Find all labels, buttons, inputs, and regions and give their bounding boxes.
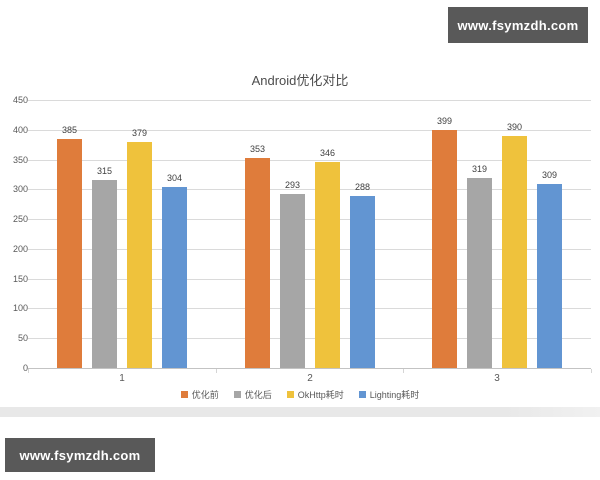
bar bbox=[92, 180, 117, 368]
divider-band bbox=[0, 407, 600, 417]
bar-value-label: 399 bbox=[436, 116, 453, 126]
legend-item: 优化后 bbox=[233, 388, 272, 401]
axis-tick bbox=[403, 369, 404, 373]
watermark-badge-bottom: www.fsymzdh.com bbox=[5, 438, 155, 472]
bar-value-label: 293 bbox=[284, 180, 301, 190]
chart-legend: 优化前 优化后 OkHttp耗时 Lighting耗时 bbox=[0, 388, 600, 401]
y-axis-label: 400 bbox=[12, 125, 28, 135]
gridline bbox=[28, 160, 591, 161]
bar-value-label: 309 bbox=[541, 170, 558, 180]
gridline bbox=[28, 219, 591, 220]
bar bbox=[245, 158, 270, 368]
legend-item: OkHttp耗时 bbox=[286, 388, 344, 401]
axis-tick bbox=[216, 369, 217, 373]
gridline bbox=[28, 100, 591, 101]
y-axis-label: 450 bbox=[12, 95, 28, 105]
y-axis-label: 250 bbox=[12, 214, 28, 224]
legend-label: Lighting耗时 bbox=[369, 390, 420, 400]
bar-value-label: 288 bbox=[354, 182, 371, 192]
gridline bbox=[28, 308, 591, 309]
bar bbox=[57, 139, 82, 368]
legend-swatch bbox=[180, 391, 188, 398]
axis-tick bbox=[28, 369, 29, 373]
legend-item: 优化前 bbox=[180, 388, 219, 401]
bar bbox=[467, 178, 492, 368]
chart-title: Android优化对比 bbox=[251, 73, 349, 88]
bar bbox=[502, 136, 527, 368]
gridline bbox=[28, 189, 591, 190]
bar bbox=[315, 162, 340, 368]
gridline bbox=[28, 249, 591, 250]
x-axis-line bbox=[28, 368, 591, 369]
bar bbox=[162, 187, 187, 368]
legend-label: OkHttp耗时 bbox=[297, 390, 344, 400]
axis-tick bbox=[591, 369, 592, 373]
legend-swatch bbox=[233, 391, 241, 398]
gridline bbox=[28, 130, 591, 131]
bar-value-label: 319 bbox=[471, 164, 488, 174]
y-axis-label: 50 bbox=[17, 333, 28, 343]
bar-value-label: 353 bbox=[249, 144, 266, 154]
bar bbox=[537, 184, 562, 368]
bar-value-label: 315 bbox=[96, 166, 113, 176]
legend-swatch bbox=[286, 391, 294, 398]
x-axis-label: 1 bbox=[119, 373, 125, 384]
legend-item: Lighting耗时 bbox=[358, 388, 420, 401]
x-axis-label: 3 bbox=[494, 373, 500, 384]
bar bbox=[280, 194, 305, 368]
y-axis-label: 0 bbox=[22, 363, 28, 373]
y-axis-label: 200 bbox=[12, 244, 28, 254]
legend-label: 优化后 bbox=[244, 390, 272, 400]
gridline bbox=[28, 279, 591, 280]
bar-value-label: 379 bbox=[131, 128, 148, 138]
gridline bbox=[28, 338, 591, 339]
bar bbox=[127, 142, 152, 368]
bar bbox=[432, 130, 457, 368]
legend-swatch bbox=[358, 391, 366, 398]
y-axis-label: 150 bbox=[12, 274, 28, 284]
y-axis-label: 100 bbox=[12, 303, 28, 313]
bar-value-label: 385 bbox=[61, 125, 78, 135]
x-axis-label: 2 bbox=[307, 373, 313, 384]
bar-value-label: 304 bbox=[166, 173, 183, 183]
y-axis-label: 300 bbox=[12, 184, 28, 194]
legend-label: 优化前 bbox=[191, 390, 219, 400]
y-axis-label: 350 bbox=[12, 155, 28, 165]
bar-value-label: 346 bbox=[319, 148, 336, 158]
bar bbox=[350, 196, 375, 368]
watermark-badge-top: www.fsymzdh.com bbox=[448, 7, 588, 43]
bar-value-label: 390 bbox=[506, 122, 523, 132]
